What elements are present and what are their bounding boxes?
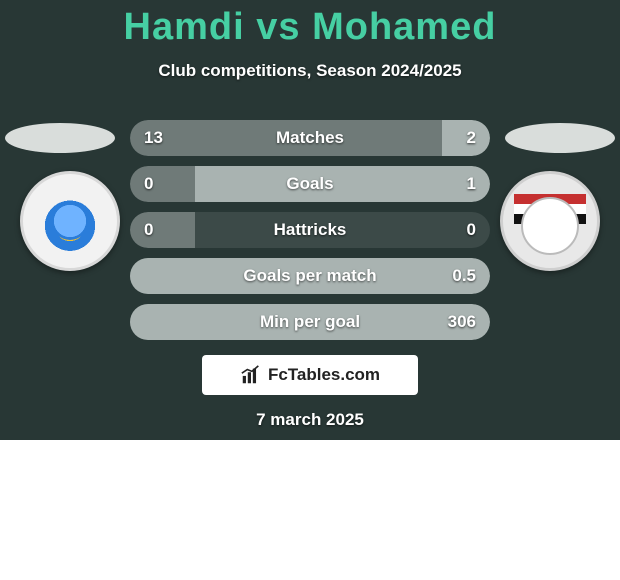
stat-row: Min per goal306 <box>130 304 490 340</box>
attribution-badge[interactable]: FcTables.com <box>202 355 418 395</box>
subtitle: Club competitions, Season 2024/2025 <box>0 61 620 81</box>
bar-chart-icon <box>240 364 262 386</box>
stat-row: Hattricks0 0 <box>130 212 490 248</box>
club-badge-left <box>20 171 120 271</box>
attribution-text: FcTables.com <box>268 365 380 385</box>
stat-value-right: 1 <box>453 166 490 202</box>
stat-value-left: 13 <box>130 120 177 156</box>
stat-row: Goals0 1 <box>130 166 490 202</box>
badge-inner-circle <box>521 197 579 255</box>
comparison-panel: Hamdi vs Mohamed Club competitions, Seas… <box>0 0 620 440</box>
stat-value-left: 0 <box>130 212 167 248</box>
club-badge-right <box>500 171 600 271</box>
vs-separator: vs <box>256 6 300 48</box>
stat-label: Hattricks <box>130 212 490 248</box>
player-left-avatar-placeholder <box>5 123 115 153</box>
page-title: Hamdi vs Mohamed <box>0 6 620 49</box>
stat-value-left: 0 <box>130 166 167 202</box>
stat-value-right: 2 <box>453 120 490 156</box>
stat-label: Goals per match <box>130 258 490 294</box>
stat-row: Matches13 2 <box>130 120 490 156</box>
stat-value-right: 0.5 <box>438 258 490 294</box>
player-right-name: Mohamed <box>312 6 496 48</box>
stat-bars: Matches132Goals01Hattricks00Goals per ma… <box>130 120 490 350</box>
stat-label: Goals <box>130 166 490 202</box>
stat-row: Goals per match0.5 <box>130 258 490 294</box>
player-right-avatar-placeholder <box>505 123 615 153</box>
stat-value-right: 0 <box>453 212 490 248</box>
stat-value-right: 306 <box>434 304 490 340</box>
player-left-name: Hamdi <box>124 6 245 48</box>
club-badge-right-icon <box>500 171 600 271</box>
comparison-date: 7 march 2025 <box>0 410 620 430</box>
page-root: Hamdi vs Mohamed Club competitions, Seas… <box>0 0 620 580</box>
stat-label: Matches <box>130 120 490 156</box>
club-badge-left-icon <box>20 171 120 271</box>
